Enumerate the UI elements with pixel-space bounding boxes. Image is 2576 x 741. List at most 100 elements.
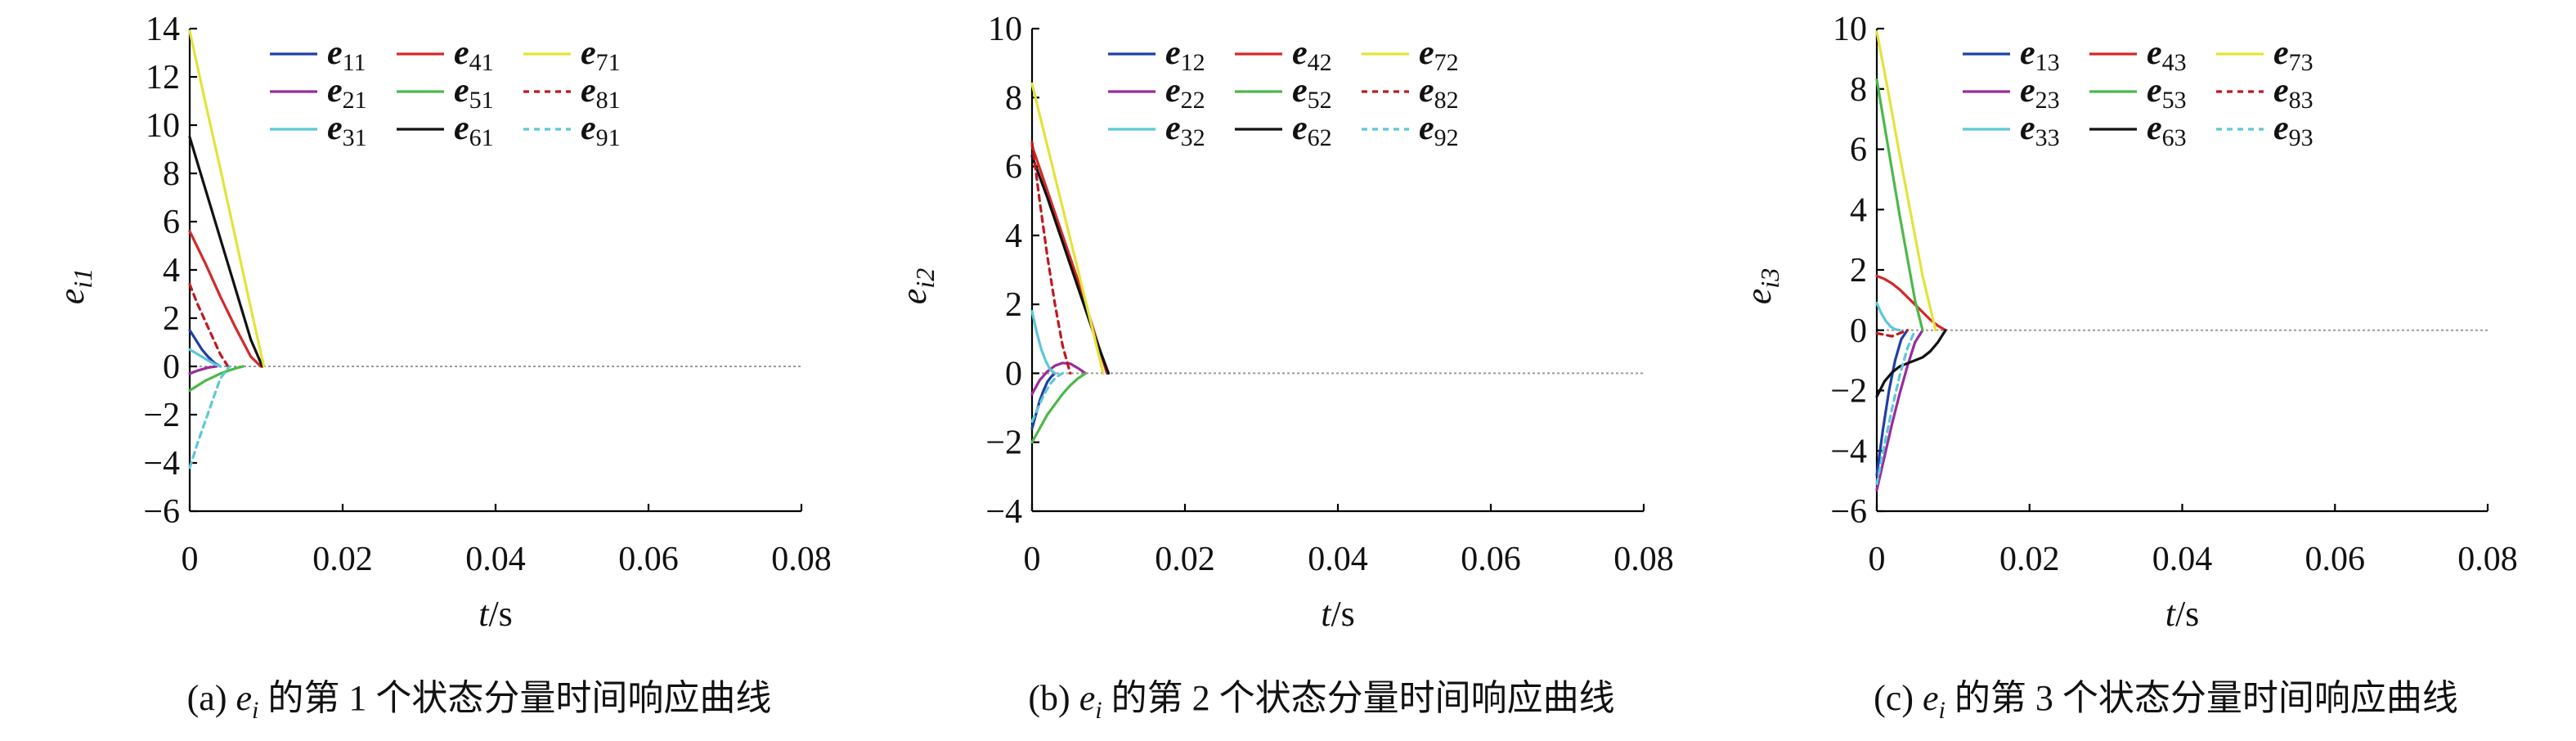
x-tick-label: 0.04: [1308, 541, 1368, 578]
y-tick-label: 8: [1005, 79, 1022, 117]
x-tick-label: 0.06: [2305, 541, 2366, 578]
legend-label-e33: e33: [2020, 110, 2060, 151]
legend-label-e21: e21: [327, 72, 367, 114]
y-axis-label-var: e: [1739, 289, 1779, 305]
caption-var-sub: i: [252, 697, 258, 724]
legend-subscript: 83: [2289, 87, 2313, 114]
y-tick-label: −2: [143, 397, 180, 434]
y-tick-label: 0: [163, 348, 180, 386]
legend-symbol: e: [454, 72, 469, 110]
legend-symbol: e: [1165, 34, 1181, 72]
legend-subscript: 71: [596, 49, 621, 76]
legend-symbol: e: [1292, 72, 1308, 110]
legend-symbol: e: [2020, 34, 2035, 72]
y-axis-label-sub: i2: [910, 268, 940, 289]
legend-symbol: e: [1165, 72, 1181, 110]
y-tick-label: 4: [1005, 218, 1022, 255]
series-line-e91: [188, 365, 231, 469]
series-line-e93: [1875, 329, 1917, 486]
legend-label-e52: e52: [1292, 72, 1332, 114]
y-tick-label: 8: [163, 155, 180, 193]
series-line-e81: [188, 283, 230, 368]
legend-subscript: 73: [2289, 49, 2313, 76]
y-axis-label-var: e: [894, 289, 934, 305]
legend-subscript: 23: [2035, 87, 2060, 114]
x-tick-label: 0.08: [2457, 541, 2518, 578]
legend-label-e42: e42: [1292, 34, 1332, 76]
x-tick-label: 0: [1024, 541, 1041, 578]
legend-subscript: 11: [343, 49, 366, 76]
legend-symbol: e: [2020, 110, 2035, 147]
x-tick-label: 0.02: [312, 541, 373, 578]
series-line-e41: [188, 230, 263, 368]
y-axis-label: ei2: [894, 268, 940, 304]
series-line-e92: [1030, 371, 1065, 424]
legend-subscript: 32: [1181, 124, 1205, 151]
legend-subscript: 82: [1434, 87, 1459, 114]
legend-subscript: 62: [1308, 124, 1332, 151]
y-tick-label: 6: [163, 204, 180, 241]
x-tick-label: 0.08: [771, 541, 832, 578]
legend-label-e82: e82: [1419, 72, 1459, 114]
legend-label-e91: e91: [581, 110, 621, 151]
y-tick-label: 8: [1850, 71, 1867, 109]
x-axis-label: t/s: [478, 594, 513, 634]
legend-subscript: 13: [2035, 49, 2060, 76]
series-line-e53: [1875, 79, 1924, 332]
legend-label-e43: e43: [2147, 34, 2187, 76]
legend-label-e92: e92: [1419, 110, 1459, 151]
legend-label-e31: e31: [327, 110, 367, 151]
x-tick-label: 0: [182, 541, 199, 578]
legend-symbol: e: [1165, 110, 1181, 147]
legend-subscript: 91: [596, 124, 621, 151]
y-axis-label: ei3: [1739, 268, 1784, 304]
series-line-e33: [1875, 301, 1901, 332]
x-axis-label-unit: /s: [2175, 594, 2199, 634]
caption-prefix: (c): [1874, 678, 1923, 718]
legend-label-e11: e11: [327, 34, 366, 76]
y-tick-label: 2: [163, 300, 180, 338]
panel-caption: (b) ei 的第 2 个状态分量时间响应曲线: [1028, 678, 1614, 724]
series-line-e73: [1875, 30, 1937, 332]
y-tick-label: 10: [988, 11, 1022, 48]
series-line-e21: [188, 365, 218, 375]
caption-var: e: [236, 678, 252, 718]
y-tick-label: 10: [1833, 11, 1867, 48]
legend-label-e32: e32: [1165, 110, 1205, 151]
y-tick-label: −4: [143, 445, 180, 483]
caption-var: e: [1079, 678, 1096, 718]
legend-subscript: 63: [2162, 124, 2187, 151]
y-tick-label: 2: [1005, 286, 1022, 324]
caption-suffix: 的第 2 个状态分量时间响应曲线: [1102, 678, 1615, 718]
legend-label-e41: e41: [454, 34, 494, 76]
legend-symbol: e: [327, 34, 343, 72]
legend-subscript: 51: [469, 87, 494, 114]
y-axis-label-sub: i3: [1755, 268, 1784, 289]
legend-subscript: 72: [1434, 49, 1459, 76]
x-tick-label: 0: [1869, 541, 1886, 578]
legend-symbol: e: [1292, 110, 1308, 147]
legend-subscript: 22: [1181, 87, 1205, 114]
series-line-e11: [188, 329, 222, 368]
y-tick-label: −2: [1830, 373, 1867, 411]
legend-label-e12: e12: [1165, 34, 1205, 76]
legend-subscript: 21: [343, 87, 367, 114]
x-tick-label: 0.06: [618, 541, 679, 578]
legend-symbol: e: [327, 110, 343, 147]
y-tick-label: 2: [1850, 252, 1867, 290]
caption-prefix: (b): [1028, 678, 1079, 718]
series-line-e83: [1875, 329, 1909, 338]
legend-label-e71: e71: [581, 34, 621, 76]
series-line-e63: [1875, 329, 1947, 398]
legend-symbol: e: [454, 34, 469, 72]
y-tick-label: 0: [1850, 312, 1867, 350]
series-line-e22: [1030, 362, 1088, 396]
legend-subscript: 61: [469, 124, 494, 151]
series-line-e12: [1030, 371, 1057, 430]
legend-subscript: 12: [1181, 49, 1205, 76]
legend-subscript: 42: [1308, 49, 1332, 76]
